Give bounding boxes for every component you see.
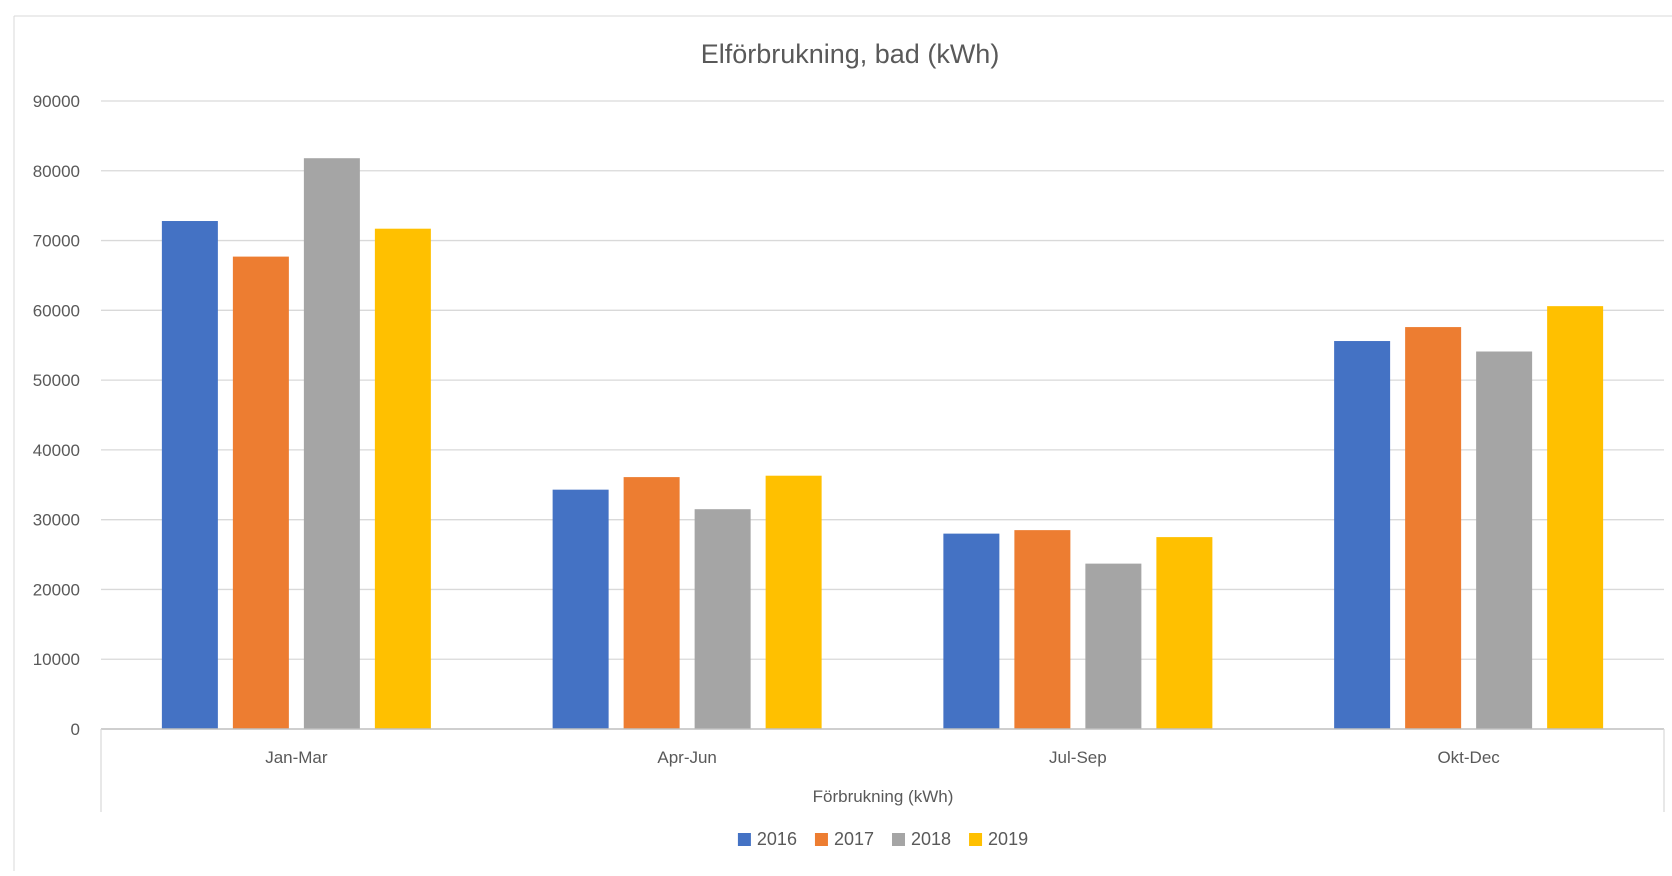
bar-2017-Okt-Dec: [1405, 327, 1462, 729]
gridlines: [101, 100, 1664, 660]
y-tick-label: 20000: [33, 580, 80, 599]
legend-swatch-2018: [892, 833, 905, 846]
legend-label-2018: 2018: [911, 829, 951, 849]
y-tick-label: 70000: [33, 232, 80, 251]
bar-2016-Jul-Sep: [943, 533, 1000, 729]
y-tick-label: 60000: [33, 301, 80, 320]
bar-2018-Jul-Sep: [1085, 563, 1142, 729]
bar-2016-Jan-Mar: [161, 221, 218, 730]
x-tick-label: Apr-Jun: [657, 748, 717, 767]
bar-2019-Apr-Jun: [765, 475, 822, 729]
y-tick-label: 80000: [33, 162, 80, 181]
y-tick-label: 0: [71, 720, 80, 739]
x-axis-title: Förbrukning (kWh): [813, 787, 954, 806]
y-tick-label: 50000: [33, 371, 80, 390]
chart-title: Elförbrukning, bad (kWh): [701, 39, 1000, 69]
bar-2019-Jul-Sep: [1156, 537, 1213, 729]
bar-2019-Okt-Dec: [1547, 306, 1604, 729]
legend-swatch-2019: [969, 833, 983, 846]
bar-2016-Apr-Jun: [552, 489, 609, 729]
y-tick-label: 40000: [33, 441, 80, 460]
bar-2017-Jan-Mar: [232, 256, 289, 729]
y-tick-label: 10000: [33, 650, 80, 669]
bar-2018-Jan-Mar: [303, 158, 360, 729]
x-tick-label: Jan-Mar: [265, 748, 328, 767]
bar-2019-Jan-Mar: [374, 228, 431, 729]
y-axis-tick-labels: 0 10000 20000 30000 40000 50000 60000 70000 8000…: [33, 92, 80, 739]
legend-swatch-2017: [814, 833, 828, 846]
bar-2017-Jul-Sep: [1014, 530, 1071, 729]
legend-label-2017: 2017: [834, 829, 874, 849]
bars: [161, 158, 1604, 730]
bar-2016-Okt-Dec: [1334, 341, 1391, 729]
legend-label-2019: 2019: [988, 829, 1028, 849]
x-axis: Jan-Mar Apr-Jun Jul-Sep Okt-Dec: [100, 728, 1665, 812]
y-tick-label: 90000: [33, 92, 80, 111]
y-tick-label: 30000: [33, 511, 80, 530]
x-tick-label: Jul-Sep: [1049, 748, 1107, 767]
x-tick-label: Okt-Dec: [1437, 748, 1500, 767]
bar-2017-Apr-Jun: [623, 477, 680, 729]
bar-2018-Okt-Dec: [1476, 351, 1533, 729]
legend: 2016 2017 2018 2019: [737, 829, 1028, 849]
legend-swatch-2016: [737, 833, 751, 846]
bar-2018-Apr-Jun: [694, 509, 751, 729]
legend-label-2016: 2016: [757, 829, 797, 849]
